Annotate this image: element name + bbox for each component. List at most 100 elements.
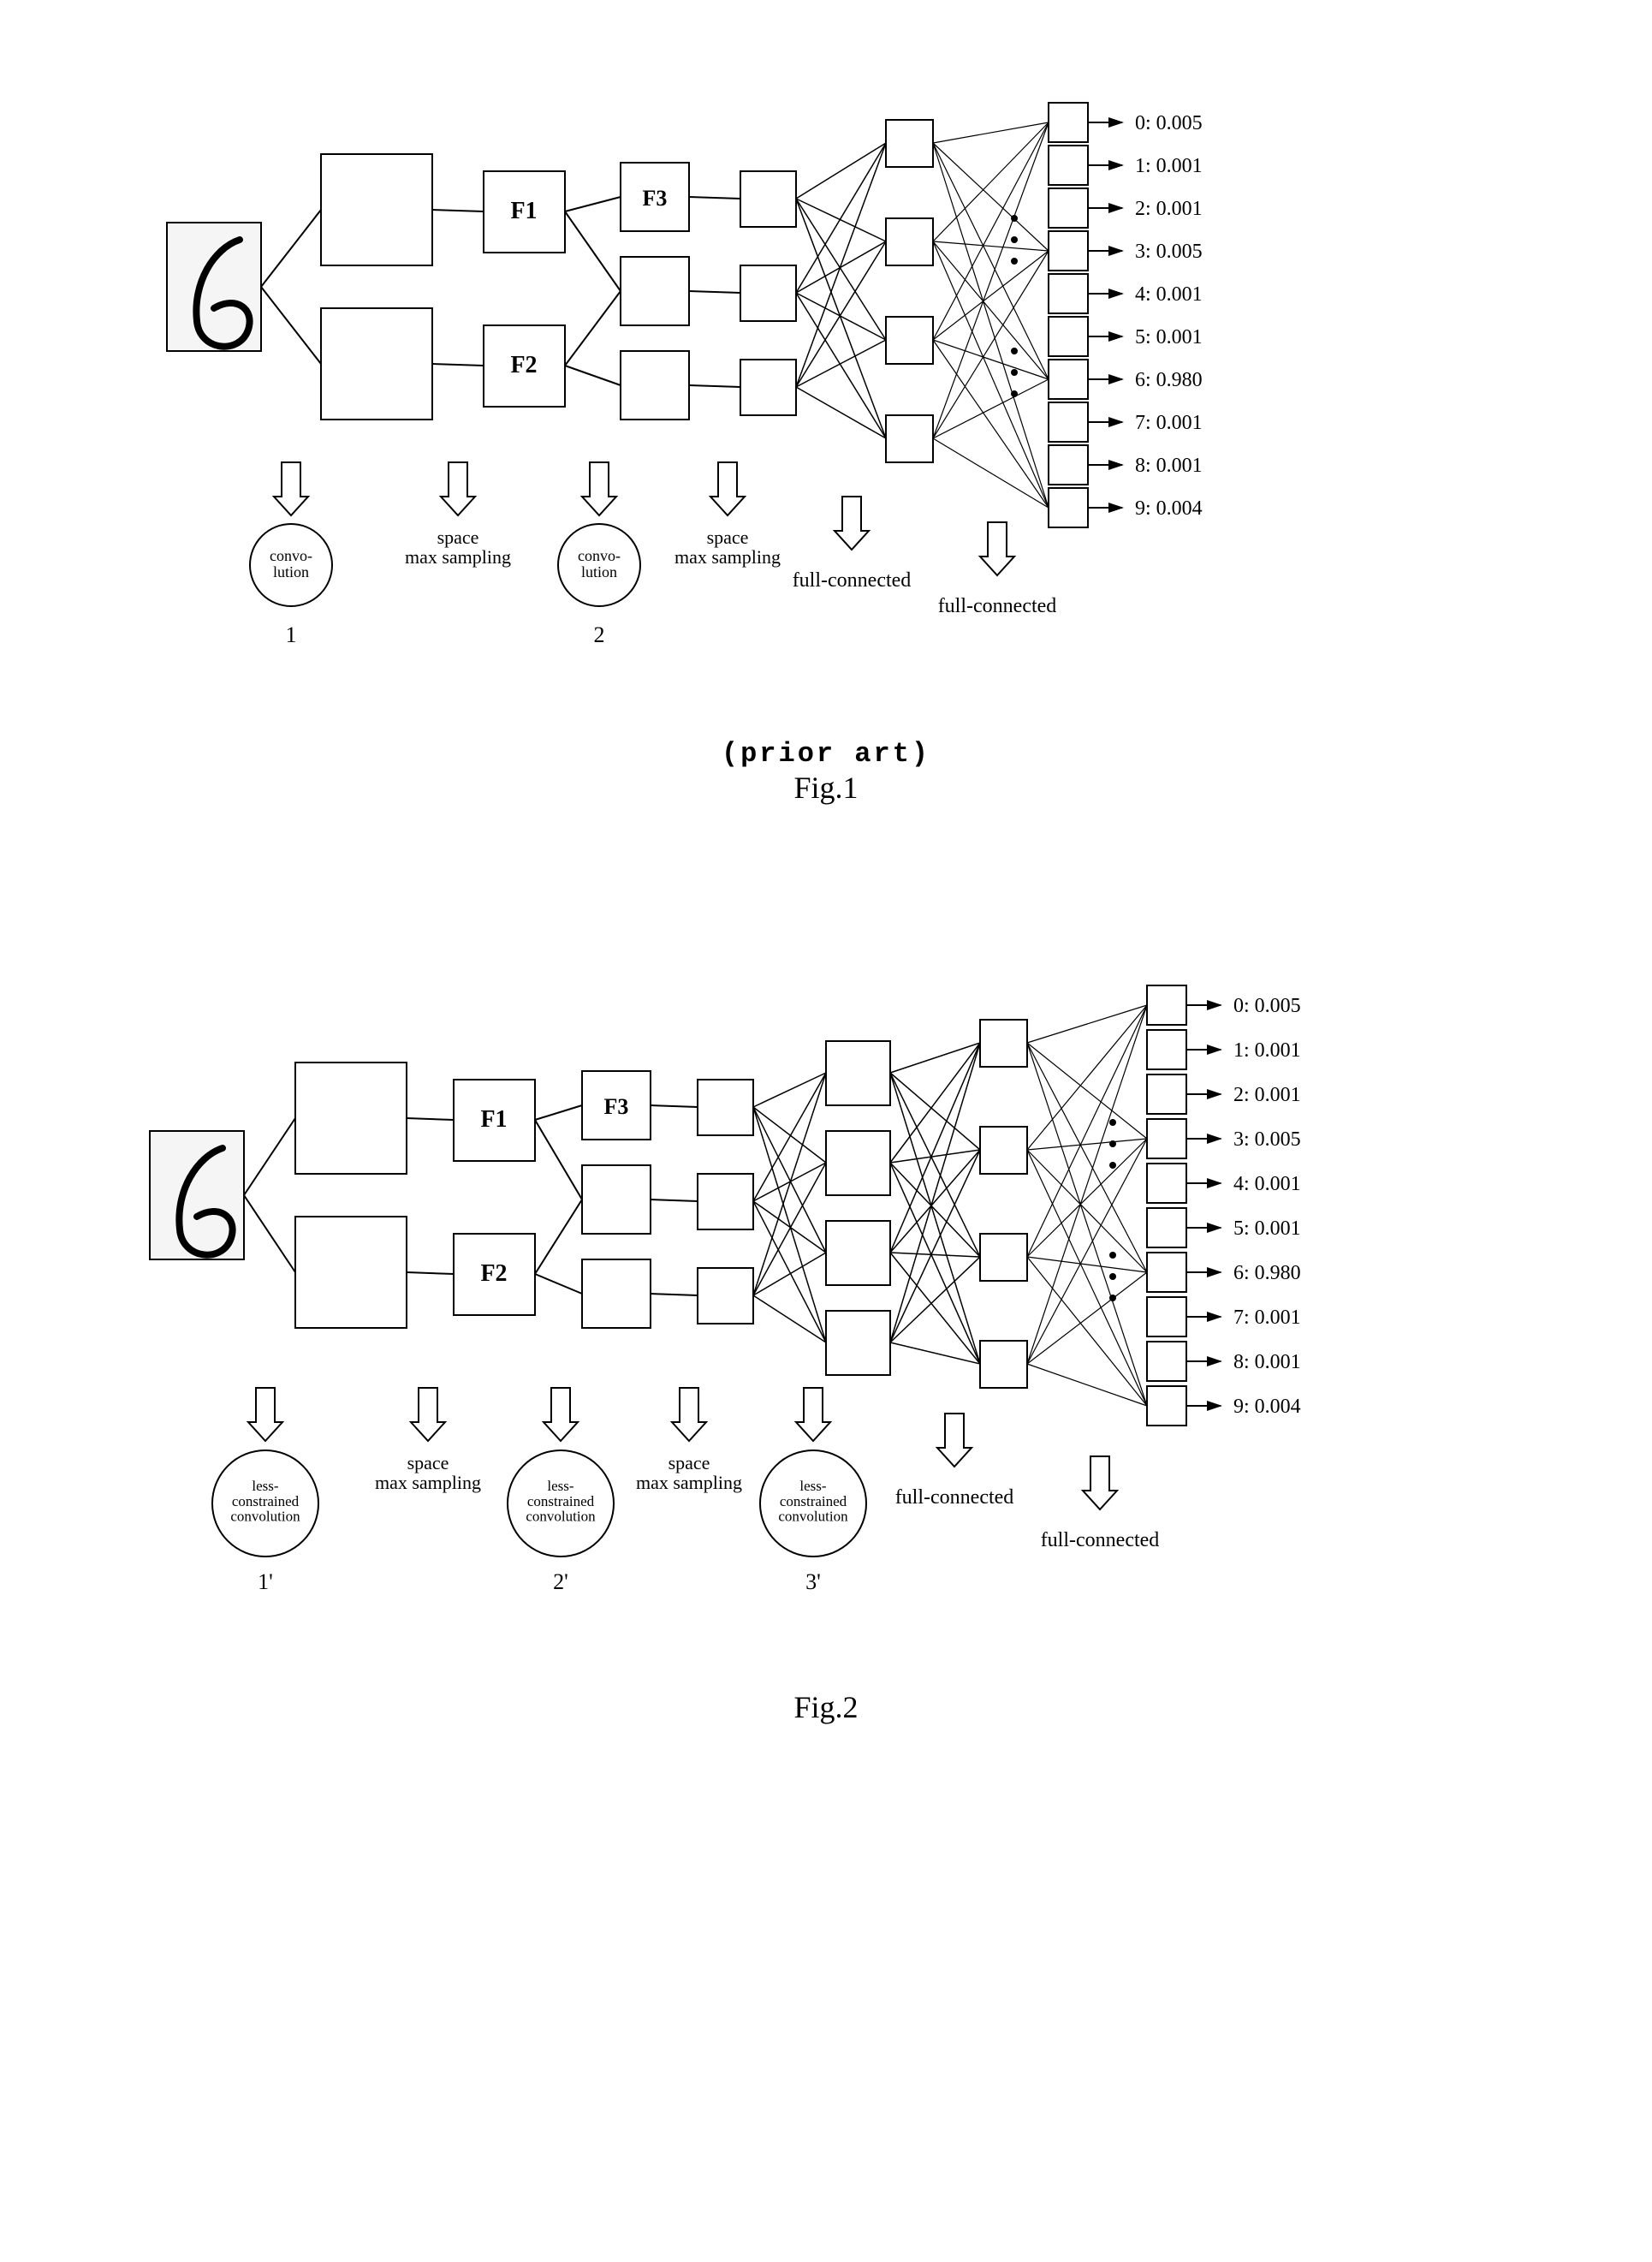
conv3-maps [826,1041,890,1375]
c1-top [321,154,432,265]
fig1-svg: F1 F2 F3 [98,34,1554,728]
fig1-caption-text: Fig.1 [722,770,930,806]
output-box [1147,985,1186,1025]
figure-1: F1 F2 F3 [34,34,1618,806]
fig2-caption-text: Fig.2 [793,1689,858,1725]
output-layer: 0: 0.005 1: 0.001 2: 0.001 3: 0.005 4: 0.001… [1027,985,1301,1426]
c2-1 [621,257,689,325]
output-label: 3: 0.005 [1233,1128,1301,1151]
f1-label: F1 [510,198,537,224]
svg-text:less-constrainedconvolution: less-constrainedconvolution [230,1478,300,1525]
output-box [1049,360,1088,399]
conv1-maps [321,154,432,420]
output-box [1049,274,1088,313]
f2-label: F2 [480,1260,507,1287]
output-label: 0: 0.005 [1135,112,1203,134]
svg-text:less-constrainedconvolution: less-constrainedconvolution [778,1478,848,1525]
figure-2: F1 F2 F3 [34,908,1618,1725]
prior-art-label: (prior art) [722,738,930,770]
h1 [886,218,933,265]
stage-index: 2' [553,1569,568,1594]
output-label: 4: 0.001 [1135,283,1203,306]
f3-label: F3 [604,1094,629,1119]
output-label: 4: 0.001 [1233,1173,1301,1195]
output-label: 1: 0.001 [1233,1039,1301,1062]
stage-arrows: convo-lution 1 spacemax sampling convo-luti… [250,462,1056,647]
output-box [1049,488,1088,527]
input-image [167,223,261,351]
h3 [886,415,933,462]
sampling-label: spacemax sampling [375,1452,481,1493]
output-box [1147,1208,1186,1247]
c1-bot [321,308,432,420]
output-box [1049,402,1088,442]
output-label: 5: 0.001 [1233,1217,1301,1240]
output-label: 6: 0.980 [1233,1262,1301,1284]
output-label: 8: 0.001 [1135,455,1203,477]
output-box [1049,231,1088,271]
fig1-caption: (prior art) Fig.1 [722,738,930,806]
output-box [1049,445,1088,485]
output-box [1049,103,1088,142]
output-box [1147,1164,1186,1203]
output-box [1147,1297,1186,1336]
output-box [1147,1253,1186,1292]
output-box [1049,317,1088,356]
output-label: 1: 0.001 [1135,155,1203,177]
conv2-maps: F3 [582,1071,651,1328]
svg-text:less-constrainedconvolution: less-constrainedconvolution [526,1478,596,1525]
pool2-maps [740,171,796,415]
h0 [886,120,933,167]
pool1-maps: F1 F2 [484,171,565,407]
fig2-svg: F1 F2 F3 [98,908,1554,1679]
p2-1 [740,265,796,321]
stage-arrows: less-constrainedconvolution 1' spacemax sa… [212,1388,1159,1594]
output-box [1147,1030,1186,1069]
stage-index: 1 [286,622,297,647]
output-layer: 0: 0.005 1: 0.001 2: 0.001 3: 0.005 4: 0.001… [933,103,1203,527]
svg-text:convo-lution: convo-lution [578,547,621,580]
output-label: 7: 0.001 [1233,1307,1301,1329]
stage-index: 1' [258,1569,273,1594]
f2-label: F2 [510,352,537,378]
output-label: 0: 0.005 [1233,995,1301,1017]
output-label: 6: 0.980 [1135,369,1203,391]
output-label: 2: 0.001 [1135,198,1203,220]
c2-2 [621,351,689,420]
pool1-maps: F1 F2 [454,1080,535,1315]
output-box [1147,1342,1186,1381]
fig2-caption: Fig.2 [793,1689,858,1725]
conv1-maps [295,1063,407,1328]
output-label: 8: 0.001 [1233,1351,1301,1373]
fc-hidden [886,120,933,462]
output-box [1049,146,1088,185]
output-label: 7: 0.001 [1135,412,1203,434]
output-box [1147,1386,1186,1426]
sampling-label: spacemax sampling [405,527,511,568]
output-box [1049,188,1088,228]
p2-2 [740,360,796,415]
pool2-maps [698,1080,753,1324]
output-label: 9: 0.004 [1135,497,1203,520]
output-label: 5: 0.001 [1135,326,1203,348]
fc-label: full-connected [1041,1529,1160,1551]
output-label: 9: 0.004 [1233,1396,1301,1418]
fc-label: full-connected [895,1486,1014,1509]
sampling-label: spacemax sampling [674,527,781,568]
fc-hidden [980,1020,1027,1388]
output-box [1147,1074,1186,1114]
output-label: 3: 0.005 [1135,241,1203,263]
output-label: 2: 0.001 [1233,1084,1301,1106]
sampling-label: spacemax sampling [636,1452,742,1493]
svg-text:convo-lution: convo-lution [270,547,312,580]
fc-label: full-connected [793,569,912,592]
h2 [886,317,933,364]
input-image [150,1131,244,1259]
p2-0 [740,171,796,227]
stage-index: 2 [594,622,605,647]
fc-label: full-connected [938,595,1057,617]
fc1-lines [796,143,886,438]
f3-label: F3 [643,186,668,211]
conv2-maps: F3 [621,163,689,420]
stage-index: 3' [805,1569,821,1594]
